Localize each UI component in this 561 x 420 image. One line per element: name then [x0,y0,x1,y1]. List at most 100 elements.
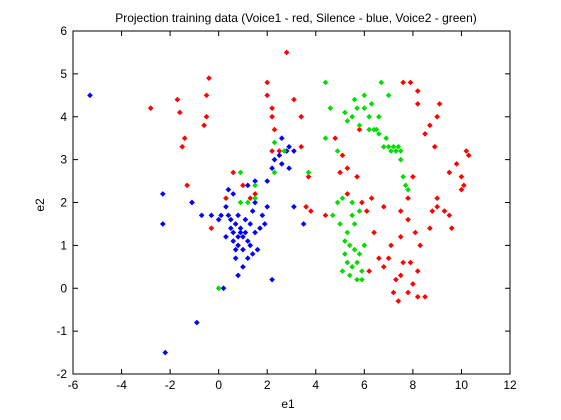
data-point-series-3 [342,238,348,244]
data-point-series-3 [346,242,353,249]
data-point-series-1 [417,242,423,249]
y-tick-label: -2 [56,367,67,381]
data-point-series-1 [388,242,394,249]
x-tick-label: 2 [264,378,271,392]
data-point-series-3 [322,135,329,142]
data-point-series-3 [215,285,222,292]
data-point-series-2 [257,225,263,232]
data-point-series-2 [269,165,275,172]
data-point-series-1 [390,289,397,296]
x-tick-label: 10 [455,378,469,392]
data-point-series-3 [395,143,402,150]
data-point-series-1 [271,126,278,133]
data-point-series-1 [465,152,472,159]
data-point-series-1 [393,276,399,283]
y-tick-label: 2 [60,196,67,210]
data-point-series-3 [351,96,358,103]
data-point-series-1 [397,272,404,279]
data-point-series-1 [436,101,443,107]
data-point-series-1 [240,182,246,189]
data-point-series-1 [448,225,455,232]
data-point-series-3 [349,263,356,270]
data-point-series-1 [414,268,421,274]
data-point-series-1 [427,225,433,232]
data-point-series-2 [235,212,241,219]
data-point-series-3 [351,221,358,227]
data-point-series-3 [346,272,353,279]
data-point-series-1 [434,203,440,210]
data-point-series-2 [232,221,239,227]
data-point-series-2 [160,221,166,227]
data-point-series-3 [354,259,360,266]
data-point-series-3 [385,143,392,150]
data-point-series-2 [223,233,229,240]
data-point-series-2 [235,233,241,240]
data-point-series-3 [329,212,336,219]
data-point-series-3 [342,251,348,257]
x-tick-label: 8 [410,378,417,392]
data-point-series-2 [259,212,266,219]
data-point-series-1 [405,289,411,296]
data-point-series-2 [87,92,93,99]
data-point-series-3 [368,101,375,107]
data-point-series-2 [220,285,227,292]
data-point-series-1 [407,259,414,266]
data-point-series-1 [400,259,407,266]
data-point-series-3 [361,92,368,99]
data-point-series-3 [334,199,341,206]
data-point-series-2 [244,255,251,262]
data-point-series-1 [269,113,275,120]
data-point-series-2 [278,161,285,167]
data-point-series-2 [269,276,275,283]
data-point-series-3 [349,212,356,219]
data-point-series-2 [278,135,285,142]
data-point-series-2 [227,216,234,223]
data-point-series-3 [366,126,373,133]
data-point-series-1 [458,173,465,180]
data-point-series-1 [463,148,470,154]
data-point-series-2 [261,221,268,227]
data-point-series-1 [181,135,188,142]
data-point-series-1 [230,169,237,176]
data-point-series-1 [147,105,154,111]
data-point-series-2 [240,246,246,253]
data-point-series-2 [198,212,205,219]
data-point-series-1 [354,173,360,180]
data-point-series-1 [363,208,370,214]
data-point-series-1 [414,101,421,107]
data-point-series-2 [218,212,224,219]
data-point-series-1 [308,208,314,214]
x-tick-label: -6 [68,378,79,392]
data-point-series-2 [264,203,271,210]
data-point-series-3 [271,169,278,176]
data-point-series-1 [434,113,440,120]
data-point-series-1 [446,212,453,219]
y-tick-label: 3 [60,153,67,167]
data-point-series-3 [366,113,373,120]
data-point-series-1 [422,131,428,137]
data-point-series-3 [281,148,288,154]
data-point-series-3 [356,122,363,129]
data-point-series-1 [269,148,275,154]
data-point-series-1 [434,195,440,202]
data-point-series-1 [332,135,339,142]
y-tick-label: 0 [60,281,67,295]
data-point-series-3 [400,173,407,180]
data-point-series-1 [405,195,411,202]
data-point-series-3 [383,135,390,142]
data-point-series-1 [395,298,402,304]
data-point-series-3 [351,246,358,253]
data-point-series-1 [291,96,297,103]
x-tick-label: 12 [503,378,517,392]
data-point-series-1 [174,96,181,103]
data-point-series-1 [461,182,467,189]
data-point-series-1 [427,122,433,129]
data-point-series-1 [380,263,387,270]
data-point-series-3 [361,242,368,249]
data-point-series-2 [300,221,307,227]
x-tick-label: 4 [312,378,319,392]
data-point-series-3 [305,169,312,176]
data-point-series-2 [252,199,258,206]
data-point-series-3 [339,268,346,274]
